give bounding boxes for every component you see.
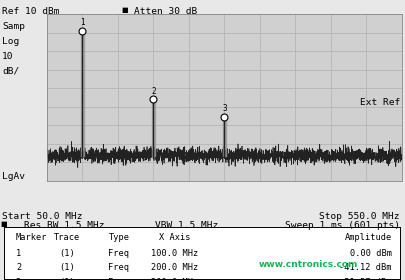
Text: 3: 3 (16, 277, 21, 280)
Text: Trace: Trace (54, 233, 80, 242)
Text: Freq: Freq (108, 277, 129, 280)
Text: Res BW 1.5 MHz: Res BW 1.5 MHz (24, 221, 104, 230)
Text: Sweep 1 ms (601 pts): Sweep 1 ms (601 pts) (284, 221, 399, 230)
Text: 1: 1 (16, 249, 21, 258)
Text: LgAv: LgAv (2, 172, 25, 181)
Text: Type: Type (108, 233, 129, 242)
Text: X Axis: X Axis (158, 233, 190, 242)
Text: Marker: Marker (16, 233, 47, 242)
Text: 1: 1 (80, 18, 84, 27)
Text: Ref 10 dBm: Ref 10 dBm (2, 7, 60, 16)
Text: -51.57 dBm: -51.57 dBm (339, 277, 391, 280)
Text: Amplitude: Amplitude (344, 233, 391, 242)
Text: Stop 550.0 MHz: Stop 550.0 MHz (319, 212, 399, 221)
Text: (1): (1) (60, 249, 75, 258)
Text: 2: 2 (151, 87, 155, 96)
Text: Ext Ref: Ext Ref (359, 98, 399, 107)
Text: Samp: Samp (2, 22, 25, 31)
Text: 3: 3 (222, 104, 226, 113)
Text: 300.0 MHz: 300.0 MHz (150, 277, 197, 280)
Text: (1): (1) (60, 277, 75, 280)
Text: Log: Log (2, 37, 19, 46)
Text: 0.00 dBm: 0.00 dBm (349, 249, 391, 258)
Text: 10: 10 (2, 52, 13, 60)
Text: 100.0 MHz: 100.0 MHz (150, 249, 197, 258)
Text: VBW 1.5 MHz: VBW 1.5 MHz (155, 221, 218, 230)
Text: www.cntronics.com: www.cntronics.com (258, 260, 357, 269)
Text: ■: ■ (0, 221, 6, 227)
Text: ■: ■ (122, 7, 128, 13)
Text: 2: 2 (16, 263, 21, 272)
Text: -41.12 dBm: -41.12 dBm (339, 263, 391, 272)
Text: 200.0 MHz: 200.0 MHz (150, 263, 197, 272)
Text: Freq: Freq (108, 263, 129, 272)
Text: Start 50.0 MHz: Start 50.0 MHz (2, 212, 82, 221)
Text: dB/: dB/ (2, 66, 19, 75)
Text: Freq: Freq (108, 249, 129, 258)
Text: (1): (1) (60, 263, 75, 272)
Text: Atten 30 dB: Atten 30 dB (134, 7, 197, 16)
